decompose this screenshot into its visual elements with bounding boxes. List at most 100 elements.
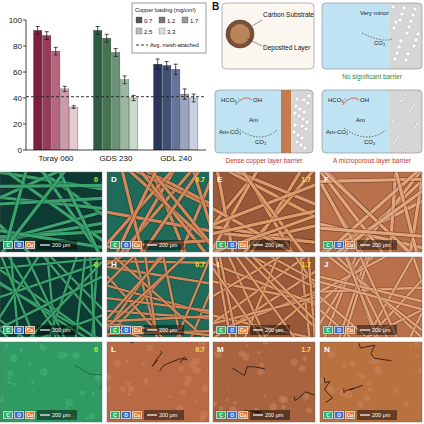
error-bar <box>114 49 118 57</box>
pore <box>406 52 410 56</box>
pore <box>413 104 415 106</box>
pore <box>395 51 399 55</box>
fiber <box>320 257 399 337</box>
micrograph: M1.7COCu200 μm <box>211 340 324 422</box>
legend-swatch <box>136 28 142 34</box>
loading-label: 1.7 <box>301 261 311 268</box>
eds-key <box>227 326 237 334</box>
legend-box <box>132 3 206 53</box>
legend-title: Copper loading (mg/cm²) <box>135 7 196 13</box>
scale-bar-label: 200 μm <box>159 412 178 418</box>
scale-bar-label: 200 μm <box>52 327 71 333</box>
eds-swatch <box>26 327 34 333</box>
panel-label: I <box>217 260 219 269</box>
texture <box>279 396 286 403</box>
pore <box>411 107 413 109</box>
flux-arrow <box>344 128 386 137</box>
y-tick <box>23 46 26 47</box>
y-tick-label: 80 <box>13 42 22 51</box>
y-tick-label: 60 <box>13 68 22 77</box>
eds-key <box>110 326 120 334</box>
pore <box>307 94 311 98</box>
error-cap <box>105 34 109 35</box>
scene-frame <box>322 3 422 69</box>
scale-bar-box <box>250 325 290 335</box>
legend-swatch <box>136 17 142 23</box>
error-stem <box>184 89 185 99</box>
texture <box>394 388 400 394</box>
fiber <box>107 172 205 252</box>
fiber-shadow <box>213 172 315 252</box>
eds-swatch <box>111 327 119 333</box>
texture <box>227 385 229 387</box>
scale-bar-label: 200 μm <box>52 412 71 418</box>
micrograph-frame <box>0 172 102 252</box>
crack <box>344 385 363 392</box>
eds-key <box>345 326 355 334</box>
eds-label: O <box>337 243 341 248</box>
texture <box>257 369 264 376</box>
y-tick-label: 100 <box>9 16 23 25</box>
texture <box>107 373 111 381</box>
texture <box>107 386 111 392</box>
pore <box>293 111 297 115</box>
texture <box>408 370 410 372</box>
eds-key <box>110 411 120 419</box>
error-cap <box>183 99 187 100</box>
texture <box>353 345 357 349</box>
texture <box>180 389 186 395</box>
pore <box>397 45 401 49</box>
eds-label: Cu <box>134 328 140 333</box>
eds-label: O <box>337 328 341 333</box>
pore <box>300 124 304 128</box>
pore <box>295 97 299 101</box>
texture <box>5 344 9 348</box>
eds-label: O <box>337 413 341 418</box>
fiber-shadow <box>320 220 422 242</box>
bar <box>172 69 180 150</box>
texture <box>336 419 340 422</box>
bar <box>163 66 171 151</box>
eds-key <box>227 411 237 419</box>
eds-label: O <box>230 413 234 418</box>
porous-layer <box>390 3 422 69</box>
eds-label: C <box>6 328 10 333</box>
scene-caption: A microporous layer barrier <box>333 157 412 165</box>
scale-bar <box>147 329 157 330</box>
y-tick <box>23 72 26 73</box>
texture <box>303 357 308 362</box>
micrograph-frame <box>320 342 422 422</box>
texture <box>366 381 370 385</box>
species-label: CO₂ <box>255 139 267 145</box>
eds-key <box>238 241 248 249</box>
fiber <box>320 220 422 242</box>
eds-swatch <box>324 327 332 333</box>
eds-key <box>227 241 237 249</box>
texture <box>415 354 418 357</box>
error-cap <box>156 69 160 70</box>
eds-key <box>238 411 248 419</box>
texture <box>259 362 264 367</box>
eds-swatch <box>133 327 141 333</box>
error-cap <box>123 75 127 76</box>
pore <box>296 133 300 137</box>
scene-frame <box>322 90 422 153</box>
pore <box>293 123 297 127</box>
texture <box>28 362 31 365</box>
texture <box>257 351 260 354</box>
pore <box>295 140 299 144</box>
fiber <box>320 257 422 337</box>
species-label: Am <box>249 117 258 123</box>
scale-bar-label: 200 μm <box>372 242 391 248</box>
eds-swatch <box>4 327 12 333</box>
eds-label: Cu <box>347 413 353 418</box>
eds-key <box>132 411 142 419</box>
eds-key <box>323 411 333 419</box>
micrograph-image <box>107 257 209 337</box>
pore <box>409 110 411 112</box>
micrograph-frame <box>320 172 422 252</box>
species-label: CO₂ <box>374 40 386 46</box>
texture <box>299 365 306 372</box>
bar <box>112 53 120 151</box>
texture <box>194 399 197 402</box>
